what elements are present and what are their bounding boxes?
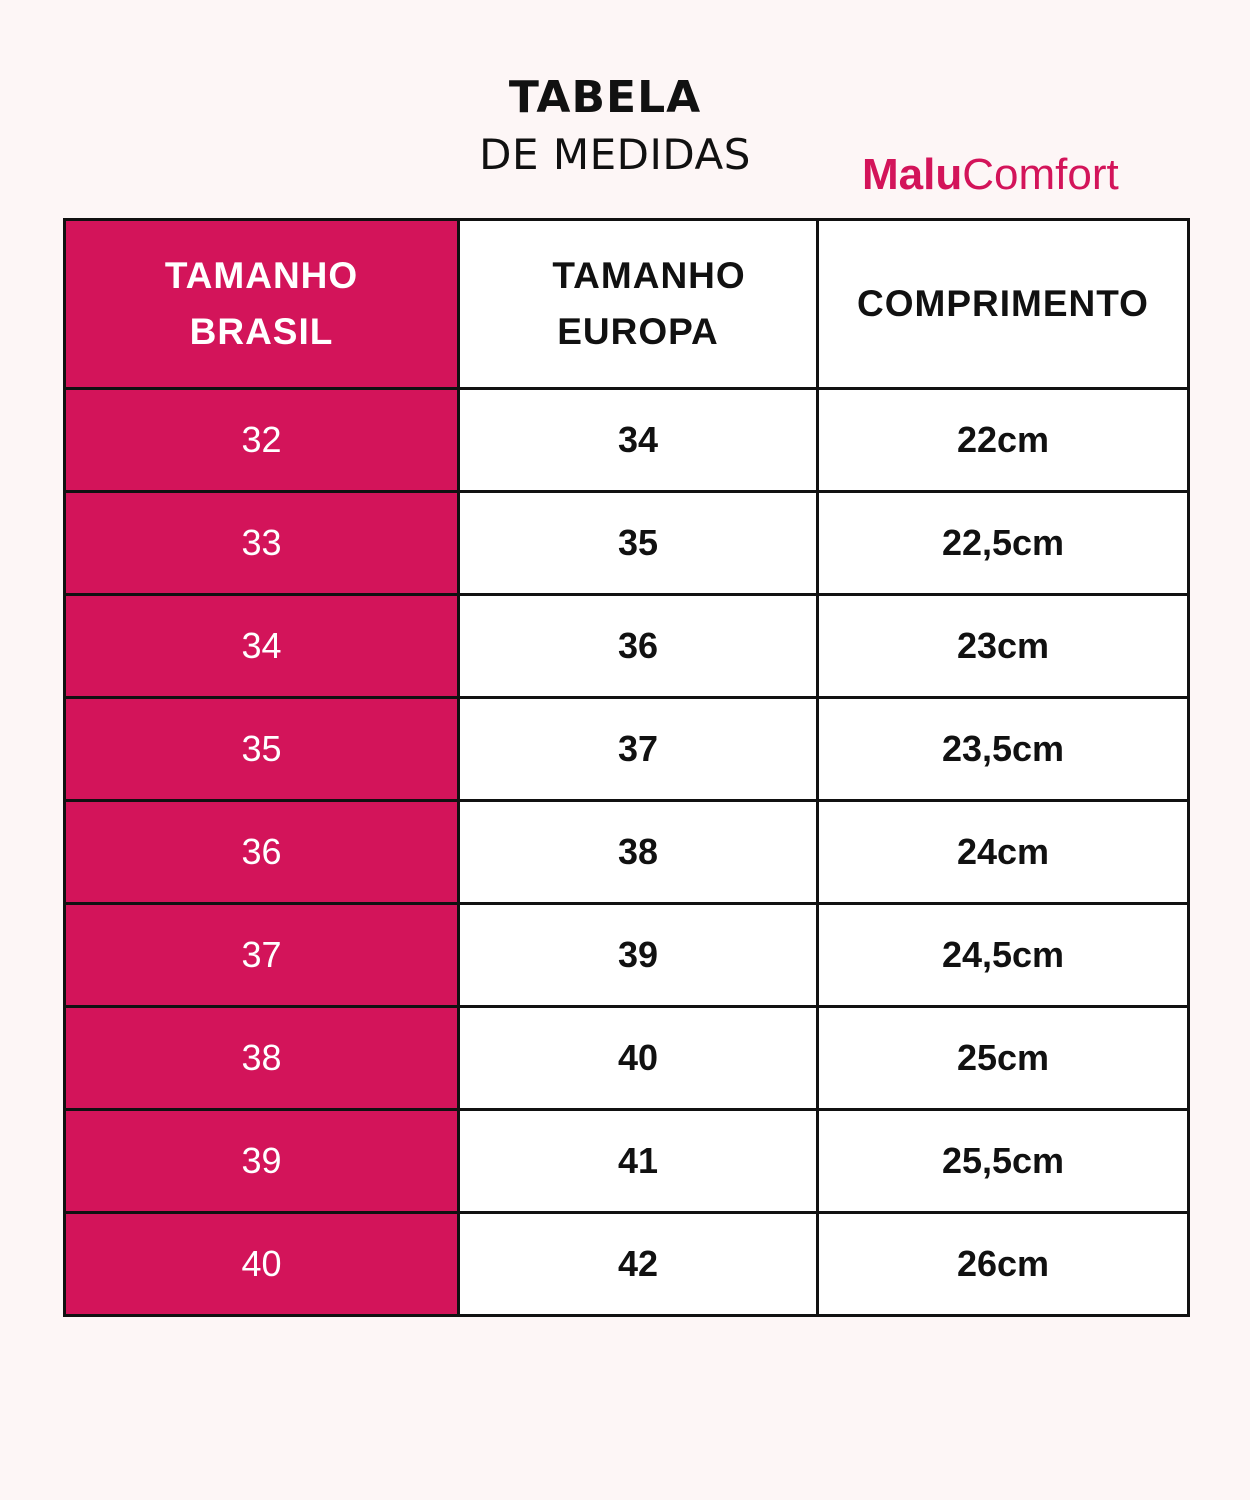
cell-tamanho-europa: 40 [457, 1005, 819, 1111]
table-header-row: TAMANHO BRASIL TAMANHO EUROPA COMPRIMENT… [63, 218, 1190, 390]
page-subtitle: DE MEDIDAS [479, 130, 751, 179]
page-title: TABELA [508, 72, 702, 123]
cell-tamanho-brasil: 39 [63, 1108, 460, 1214]
cell-tamanho-europa: 36 [457, 593, 819, 699]
header-tamanho-brasil: TAMANHO BRASIL [63, 218, 460, 390]
header-brasil-line2: BRASIL [189, 311, 334, 352]
cell-tamanho-brasil: 37 [63, 902, 460, 1008]
cell-tamanho-europa: 34 [457, 387, 819, 493]
cell-comprimento: 26cm [816, 1211, 1190, 1317]
table-row: 37 39 24,5cm [63, 902, 1190, 1008]
header-tamanho-europa: TAMANHO EUROPA [457, 218, 819, 390]
brand-name-part2: Comfort [962, 150, 1119, 199]
cell-tamanho-europa: 38 [457, 799, 819, 905]
table-row: 36 38 24cm [63, 799, 1190, 905]
header-comprimento-label: COMPRIMENTO [857, 283, 1149, 324]
cell-tamanho-europa: 37 [457, 696, 819, 802]
table-row: 34 36 23cm [63, 593, 1190, 699]
cell-tamanho-brasil: 40 [63, 1211, 460, 1317]
header-europa-line2: EUROPA [557, 311, 719, 352]
table-row: 32 34 22cm [63, 387, 1190, 493]
cell-comprimento: 23cm [816, 593, 1190, 699]
cell-tamanho-europa: 35 [457, 490, 819, 596]
cell-tamanho-europa: 41 [457, 1108, 819, 1214]
cell-tamanho-brasil: 33 [63, 490, 460, 596]
header-comprimento: COMPRIMENTO [816, 218, 1190, 390]
cell-comprimento: 24cm [816, 799, 1190, 905]
brand-name-part1: Malu [862, 150, 963, 199]
header-europa-line1: TAMANHO [552, 255, 746, 296]
cell-tamanho-brasil: 38 [63, 1005, 460, 1111]
table-body: 32 34 22cm 33 35 22,5cm 34 36 23cm 35 37 23,5cm 36 38… [63, 387, 1190, 1317]
table-row: 35 37 23,5cm [63, 696, 1190, 802]
cell-tamanho-europa: 42 [457, 1211, 819, 1317]
brand-logo: MaluComfort [862, 150, 1119, 200]
cell-tamanho-brasil: 34 [63, 593, 460, 699]
table-row: 33 35 22,5cm [63, 490, 1190, 596]
cell-comprimento: 24,5cm [816, 902, 1190, 1008]
cell-comprimento: 22cm [816, 387, 1190, 493]
cell-comprimento: 23,5cm [816, 696, 1190, 802]
cell-tamanho-brasil: 35 [63, 696, 460, 802]
table-row: 40 42 26cm [63, 1211, 1190, 1317]
cell-comprimento: 22,5cm [816, 490, 1190, 596]
header-brasil-line1: TAMANHO [164, 255, 359, 296]
cell-tamanho-brasil: 36 [63, 799, 460, 905]
table-row: 38 40 25cm [63, 1005, 1190, 1111]
cell-tamanho-brasil: 32 [63, 387, 460, 493]
cell-tamanho-europa: 39 [457, 902, 819, 1008]
cell-comprimento: 25,5cm [816, 1108, 1190, 1214]
size-table: TAMANHO BRASIL TAMANHO EUROPA COMPRIMENT… [63, 218, 1190, 1317]
table-row: 39 41 25,5cm [63, 1108, 1190, 1214]
cell-comprimento: 25cm [816, 1005, 1190, 1111]
